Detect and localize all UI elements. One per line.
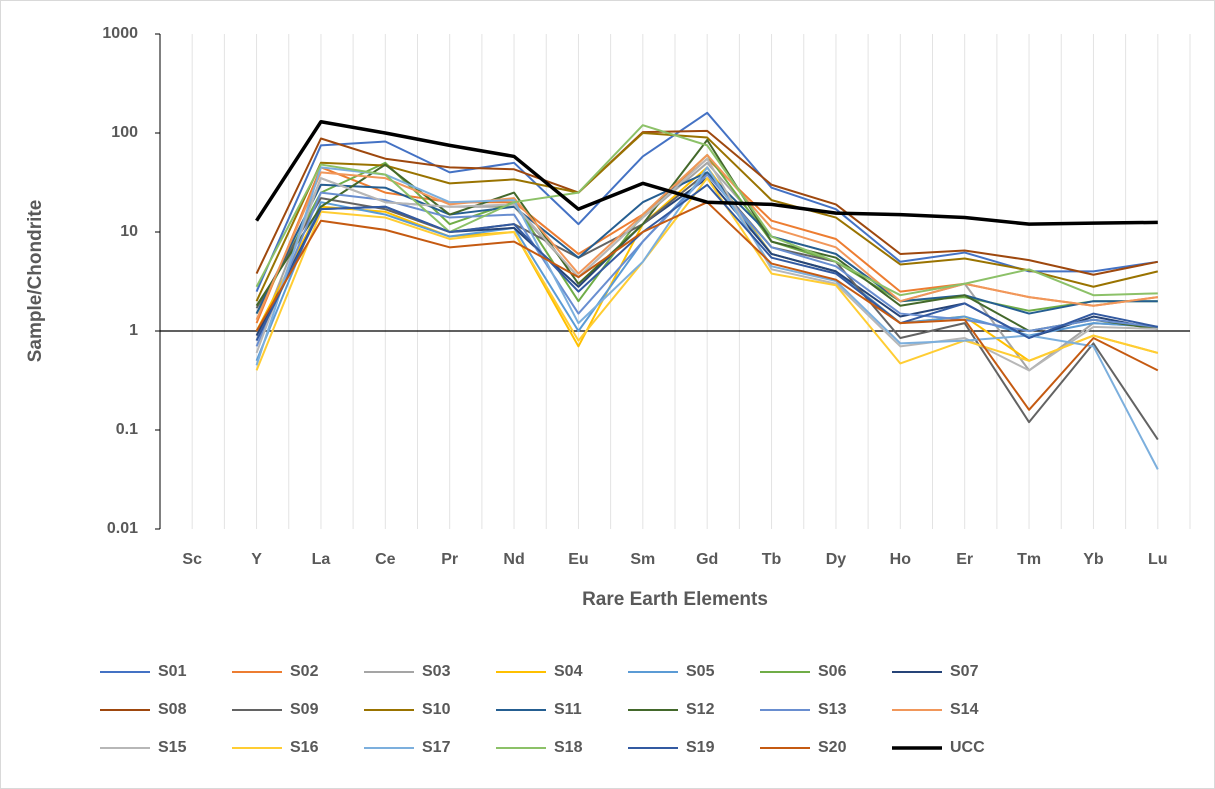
x-tick-label: Sc — [182, 551, 202, 568]
series-line — [255, 157, 1158, 372]
legend-label: S19 — [686, 739, 715, 756]
legend-label: S17 — [422, 739, 451, 756]
legend-label: S18 — [554, 739, 583, 756]
x-tick-label: Y — [251, 551, 262, 568]
x-tick-label: Nd — [503, 551, 524, 568]
legend-label: UCC — [950, 739, 985, 756]
x-tick-label: Er — [956, 551, 973, 568]
series-line — [255, 183, 1159, 342]
legend-label: S07 — [950, 663, 979, 680]
legend-label: S06 — [818, 663, 847, 680]
legend-label: S12 — [686, 701, 715, 718]
y-tick-label: 100 — [111, 124, 138, 141]
x-tick-label: Ce — [375, 551, 396, 568]
series-line — [255, 111, 1158, 293]
series-line — [255, 129, 1159, 276]
series-line — [255, 138, 1158, 332]
y-tick-label: 1 — [129, 322, 138, 339]
y-tick-label: 10 — [120, 223, 138, 240]
x-tick-label: La — [312, 551, 331, 568]
series-line — [255, 177, 1159, 371]
x-tick-label: Ho — [890, 551, 912, 568]
series-line — [255, 119, 1158, 226]
legend-label: S01 — [158, 663, 187, 680]
legend-label: S11 — [554, 701, 582, 718]
series-line — [255, 171, 1158, 315]
legend-label: S10 — [422, 701, 451, 718]
x-tick-label: Pr — [441, 551, 458, 568]
legend-label: S09 — [290, 701, 319, 718]
legend-label: S15 — [158, 739, 187, 756]
series-line — [255, 124, 1158, 297]
x-tick-label: Tb — [762, 551, 782, 568]
x-tick-label: Sm — [630, 551, 655, 568]
x-tick-label: Tm — [1017, 551, 1041, 568]
series-line — [255, 166, 1159, 470]
legend-label: S05 — [686, 663, 715, 680]
x-tick-label: Lu — [1148, 551, 1168, 568]
x-tick-label: Eu — [568, 551, 588, 568]
legend-label: S14 — [950, 701, 979, 718]
x-axis-label: Rare Earth Elements — [582, 589, 768, 610]
legend-label: S08 — [158, 701, 187, 718]
y-tick-label: 0.1 — [116, 421, 138, 438]
legend-label: S04 — [554, 663, 583, 680]
legend-label: S13 — [818, 701, 847, 718]
series-line — [255, 153, 1158, 321]
legend-label: S02 — [290, 663, 319, 680]
legend-label: S20 — [818, 739, 847, 756]
y-tick-label: 1000 — [102, 25, 138, 42]
legend-label: S16 — [290, 739, 319, 756]
series-line — [255, 132, 1159, 302]
legend-label: S03 — [422, 663, 451, 680]
y-tick-label: 0.01 — [107, 520, 138, 537]
y-axis-label: Sample/Chondrite — [25, 200, 46, 363]
x-tick-label: Yb — [1083, 551, 1104, 568]
x-tick-label: Dy — [826, 551, 847, 568]
x-tick-label: Gd — [696, 551, 718, 568]
